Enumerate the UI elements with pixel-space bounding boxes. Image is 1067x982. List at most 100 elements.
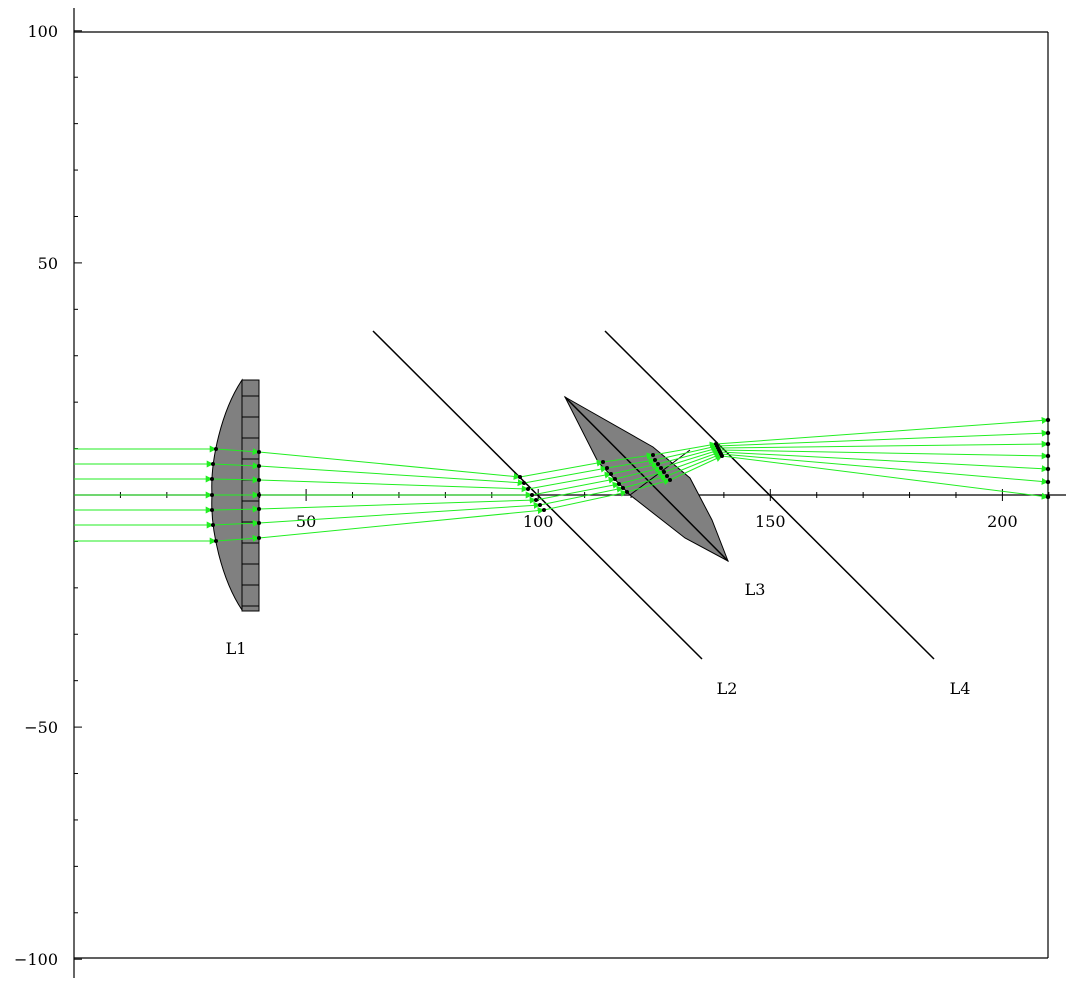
x-tick-label: 50	[296, 512, 316, 531]
ray-segment	[258, 496, 537, 510]
ray-segment	[716, 429, 1049, 447]
ray-intersection-dot	[542, 508, 546, 512]
ray-segment	[258, 501, 541, 524]
ray-segment	[657, 446, 719, 465]
y-tick-label: −100	[14, 950, 58, 969]
ray-segment	[663, 450, 721, 473]
ray-segment	[618, 470, 665, 485]
ray-intersection-dot	[665, 474, 669, 478]
ray-segment	[719, 451, 1049, 473]
ray-intersection-dot	[534, 498, 538, 502]
ray-intersection-dot	[214, 447, 218, 451]
ray-segment	[720, 453, 1049, 485]
ray-segment	[654, 443, 718, 461]
ray-segment	[602, 452, 654, 463]
ray-segment	[543, 489, 628, 511]
ray-intersection-dot	[621, 486, 625, 490]
ray-segment	[523, 465, 608, 484]
y-tick-label: −50	[24, 718, 58, 737]
ray-intersection-dot	[257, 478, 261, 482]
ray-intersection-dot	[518, 475, 522, 479]
ray-end-dot	[1045, 430, 1051, 436]
ray-segment	[622, 474, 668, 489]
y-tick-label: 50	[38, 254, 58, 273]
ray-intersection-dot	[601, 460, 605, 464]
ray-intersection-dot	[653, 458, 657, 462]
ray-intersection-dot	[668, 478, 672, 482]
ray-end-dot	[1045, 494, 1051, 500]
ray-intersection-dot	[211, 523, 215, 527]
ray-intersection-dot	[530, 493, 534, 497]
ray-intersection-dot	[257, 521, 261, 525]
ray-end-dot	[1045, 479, 1051, 485]
ray-traces	[74, 416, 1051, 545]
ray-intersection-dot	[605, 466, 609, 470]
ray-intersection-dot	[257, 464, 261, 468]
ray-intersection-dot	[613, 477, 617, 481]
label-l4: L4	[950, 679, 971, 698]
ray-segment	[211, 476, 260, 484]
ray-segment	[669, 455, 723, 481]
x-tick-label: 150	[755, 512, 786, 531]
ray-segment	[626, 478, 671, 493]
ray-segment	[715, 416, 1049, 445]
ray-intersection-dot	[720, 454, 724, 458]
ray-segment	[212, 519, 260, 527]
labels: L1 L2 L3 L4	[226, 580, 971, 698]
surface-l4	[604, 330, 935, 660]
ray-intersection-dot	[210, 508, 214, 512]
ray-segment	[666, 453, 722, 477]
ray-intersection-dot	[538, 503, 542, 507]
lens-l3-axis	[564, 396, 729, 562]
ray-intersection-dot	[214, 539, 218, 543]
ray-segment	[258, 451, 521, 480]
ray-segment	[717, 440, 1049, 449]
ray-segment	[258, 465, 525, 487]
ray-intersection-dot	[651, 453, 655, 457]
ray-end-dot	[1045, 466, 1051, 472]
ray-intersection-dot	[210, 493, 214, 497]
ray-segment	[215, 448, 260, 456]
label-l3: L3	[745, 580, 766, 599]
ray-segment	[610, 461, 659, 475]
ray-segment	[539, 485, 624, 506]
label-l1: L1	[226, 639, 247, 658]
ray-segment	[660, 448, 720, 469]
ray-end-dot	[1045, 453, 1051, 459]
ray-intersection-dot	[617, 482, 621, 486]
ray-segment	[531, 476, 616, 496]
surface-l2	[372, 330, 703, 660]
ray-intersection-dot	[211, 462, 215, 466]
ray-intersection-dot	[625, 490, 629, 494]
ray-intersection-dot	[522, 481, 526, 485]
ray-intersection-dot	[659, 466, 663, 470]
ray-segment	[215, 534, 260, 542]
ray-segment	[211, 505, 260, 513]
ray-intersection-dot	[257, 536, 261, 540]
ray-segment	[258, 479, 529, 493]
ray-intersection-dot	[257, 450, 261, 454]
ray-intersection-dot	[662, 470, 666, 474]
ray-intersection-dot	[257, 507, 261, 511]
ray-segment	[718, 449, 1049, 460]
ray-segment	[606, 457, 656, 469]
ray-intersection-dot	[526, 487, 530, 491]
ray-intersection-dot	[656, 462, 660, 466]
ray-intersection-dot	[609, 472, 613, 476]
ray-segment	[527, 471, 612, 490]
ray-segment	[721, 455, 1049, 500]
ray-segment	[212, 462, 260, 470]
ray-segment	[614, 466, 662, 480]
ray-segment	[652, 441, 717, 456]
ray-segment	[258, 507, 545, 539]
ray-intersection-dot	[257, 493, 261, 497]
ray-end-dot	[1045, 417, 1051, 423]
x-tick-label: 200	[987, 512, 1018, 531]
y-tick-label: 100	[27, 22, 58, 41]
ray-segment	[519, 459, 604, 478]
ray-segment	[535, 481, 620, 501]
ray-intersection-dot	[210, 477, 214, 481]
x-tick-label: 100	[523, 512, 554, 531]
label-l2: L2	[717, 679, 738, 698]
